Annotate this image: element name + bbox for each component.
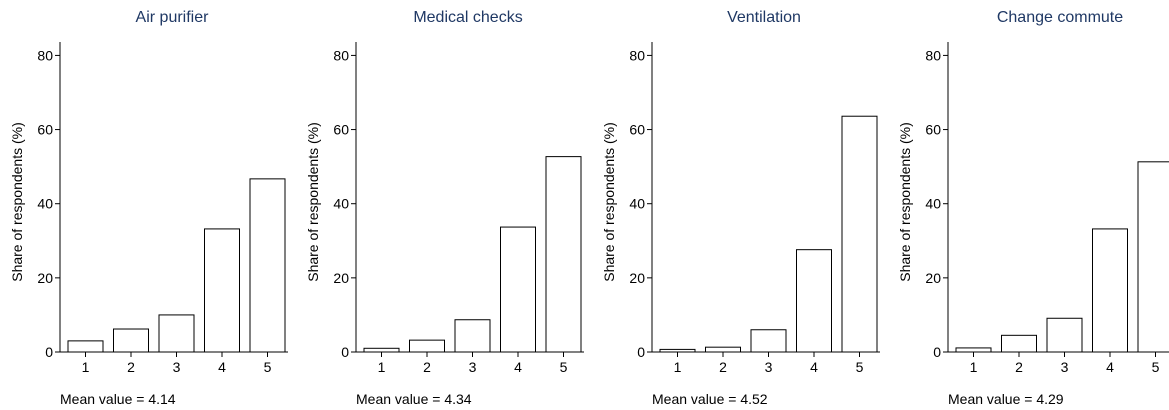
- x-tick-label: 3: [173, 359, 181, 375]
- y-tick-label: 80: [925, 47, 941, 63]
- bar-5: [841, 115, 878, 353]
- x-tick-label: 2: [1015, 359, 1023, 375]
- bar-1: [363, 347, 400, 353]
- x-tick-label: 5: [1152, 359, 1160, 375]
- x-tick-label: 3: [765, 359, 773, 375]
- mean-value-note: Mean value = 4.29: [948, 391, 1064, 407]
- bar-2: [1001, 334, 1037, 353]
- x-tick-label: 3: [1061, 359, 1069, 375]
- x-tick-label: 1: [674, 359, 682, 375]
- y-axis-label: Share of respondents (%): [9, 122, 25, 282]
- bar-2: [409, 339, 445, 353]
- bar-5: [545, 156, 582, 353]
- x-tick-label: 5: [560, 359, 568, 375]
- x-tick-label: 4: [1106, 359, 1114, 375]
- bar-5: [249, 178, 286, 353]
- y-tick-label: 20: [37, 270, 53, 286]
- bar-4: [1092, 228, 1128, 353]
- bar-4: [500, 226, 536, 353]
- y-tick-label: 80: [37, 47, 53, 63]
- x-tick-label: 3: [469, 359, 477, 375]
- x-tick-label: 4: [514, 359, 522, 375]
- y-tick-label: 0: [341, 344, 349, 360]
- x-tick-label: 4: [810, 359, 818, 375]
- x-tick-label: 2: [127, 359, 135, 375]
- y-tick-label: 40: [37, 196, 53, 212]
- mean-value-note: Mean value = 4.34: [356, 391, 472, 407]
- y-tick-label: 40: [333, 196, 349, 212]
- y-tick-label: 60: [925, 122, 941, 138]
- x-tick-label: 1: [970, 359, 978, 375]
- x-tick-label: 1: [82, 359, 90, 375]
- bar-5: [1137, 161, 1169, 353]
- y-tick-label: 60: [333, 122, 349, 138]
- bar-1: [955, 347, 992, 353]
- x-tick-label: 1: [378, 359, 386, 375]
- mean-value-note: Mean value = 4.52: [652, 391, 768, 407]
- bar-3: [158, 314, 195, 353]
- bar-3: [454, 319, 491, 353]
- x-tick-label: 5: [264, 359, 272, 375]
- y-tick-label: 0: [933, 344, 941, 360]
- y-tick-label: 20: [925, 270, 941, 286]
- y-tick-label: 0: [45, 344, 53, 360]
- chart-title: Air purifier: [136, 9, 210, 26]
- bar-1: [659, 348, 696, 353]
- y-tick-label: 60: [37, 122, 53, 138]
- y-tick-label: 80: [629, 47, 645, 63]
- bar-2: [113, 328, 149, 353]
- bar-3: [1046, 317, 1083, 353]
- chart-panel-1: Air purifier 0 20 40 60 80 Share of respondent…: [9, 9, 288, 407]
- mean-value-note: Mean value = 4.14: [60, 391, 176, 407]
- y-tick-label: 60: [629, 122, 645, 138]
- y-axis-label: Share of respondents (%): [897, 122, 913, 282]
- y-tick-label: 20: [629, 270, 645, 286]
- bar-3: [750, 329, 787, 353]
- x-tick-label: 2: [719, 359, 727, 375]
- bar-4: [204, 228, 240, 353]
- x-tick-label: 2: [423, 359, 431, 375]
- x-tick-label: 5: [856, 359, 864, 375]
- chart-panel-4: Change commute 0 20 40 60 80 Share of responde…: [897, 9, 1169, 407]
- y-tick-label: 40: [925, 196, 941, 212]
- chart-title: Change commute: [997, 9, 1123, 26]
- y-tick-label: 40: [629, 196, 645, 212]
- y-axis-label: Share of respondents (%): [305, 122, 321, 282]
- y-axis-label: Share of respondents (%): [601, 122, 617, 282]
- chart-title: Ventilation: [727, 9, 801, 26]
- y-tick-label: 80: [333, 47, 349, 63]
- bar-4: [796, 249, 832, 353]
- bar-2: [705, 346, 741, 353]
- y-tick-label: 0: [637, 344, 645, 360]
- y-tick-label: 20: [333, 270, 349, 286]
- chart-panel-3: Ventilation 0 20 40 60 80 Share of respondents…: [601, 9, 880, 407]
- chart-title: Medical checks: [413, 9, 522, 26]
- x-tick-label: 4: [218, 359, 226, 375]
- bar-1: [67, 340, 104, 353]
- chart-panel-2: Medical checks 0 20 40 60 80 Share of responde…: [305, 9, 584, 407]
